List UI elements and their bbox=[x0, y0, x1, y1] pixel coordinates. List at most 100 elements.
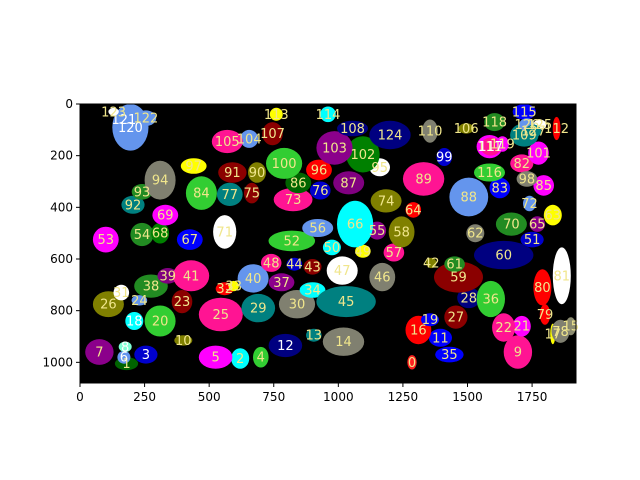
segment-label-59: 59 bbox=[450, 271, 467, 286]
segment-label-35: 35 bbox=[441, 348, 458, 363]
segment-label-46: 46 bbox=[374, 271, 391, 286]
segment-label-17: 17 bbox=[545, 327, 562, 342]
segment-20 bbox=[144, 305, 176, 337]
segment-label-10: 10 bbox=[175, 334, 192, 349]
segment-label-88: 88 bbox=[461, 191, 478, 206]
segment-61 bbox=[444, 256, 465, 273]
segment-label-76: 76 bbox=[312, 184, 329, 199]
segment-label-38: 38 bbox=[143, 280, 160, 295]
segment-label-103: 103 bbox=[322, 141, 347, 156]
segment-11 bbox=[428, 328, 452, 347]
segment-label-109: 109 bbox=[512, 129, 537, 144]
segment-label-61: 61 bbox=[446, 258, 463, 273]
segment-label-92: 92 bbox=[125, 198, 142, 213]
segment-85 bbox=[533, 175, 554, 196]
segment-label-6: 6 bbox=[120, 351, 128, 366]
y-axis: 0 200 400 600 800 1000 bbox=[42, 97, 80, 369]
segment-108 bbox=[337, 120, 368, 137]
segment-label-19: 19 bbox=[422, 313, 439, 328]
segment-label-8: 8 bbox=[121, 340, 129, 355]
segment-label-63: 63 bbox=[545, 209, 562, 224]
segment-label-101: 101 bbox=[526, 147, 551, 162]
segment-82 bbox=[510, 154, 534, 173]
segment-72 bbox=[523, 195, 536, 212]
segment-label-62: 62 bbox=[467, 227, 484, 242]
segment-44 bbox=[286, 257, 303, 271]
segment-75 bbox=[244, 182, 260, 204]
segment-label-44: 44 bbox=[286, 258, 303, 273]
segment-label-51: 51 bbox=[524, 233, 541, 248]
segment-78 bbox=[551, 319, 570, 343]
segment-label-53: 53 bbox=[98, 233, 115, 248]
segment-97 bbox=[180, 158, 207, 174]
segment-label-11: 11 bbox=[432, 331, 449, 346]
segment-77 bbox=[216, 182, 243, 206]
segment-10 bbox=[174, 335, 193, 346]
segment-59 bbox=[434, 261, 483, 293]
segment-label-75: 75 bbox=[244, 187, 261, 202]
y-tick-label: 800 bbox=[50, 304, 73, 318]
segment-label-96: 96 bbox=[311, 163, 328, 178]
segment-73 bbox=[273, 188, 313, 212]
segment-42 bbox=[426, 257, 437, 269]
segment-label-0: 0 bbox=[408, 356, 416, 371]
segment-23 bbox=[171, 290, 193, 314]
segment-label-86: 86 bbox=[290, 176, 307, 191]
segment-76 bbox=[310, 181, 331, 200]
segment-60 bbox=[474, 240, 534, 270]
segment-28 bbox=[457, 287, 481, 309]
segment-127 bbox=[525, 124, 542, 138]
axes-frame bbox=[79, 103, 577, 384]
x-tick-label: 0 bbox=[76, 390, 84, 404]
segment-label-23: 23 bbox=[174, 295, 191, 310]
segment-18 bbox=[125, 312, 144, 330]
segment-103 bbox=[316, 131, 353, 165]
segment-52 bbox=[268, 230, 316, 252]
segment-86 bbox=[285, 172, 312, 194]
segment-label-25: 25 bbox=[213, 308, 230, 323]
segment-19 bbox=[421, 313, 439, 327]
segment-label-18: 18 bbox=[126, 315, 143, 330]
segment-label-114: 114 bbox=[316, 108, 341, 123]
segment-69 bbox=[152, 204, 179, 226]
segment-label-4: 4 bbox=[257, 351, 265, 366]
segment-117 bbox=[480, 137, 502, 156]
segment-label-14: 14 bbox=[335, 335, 352, 350]
segment-label-126: 126 bbox=[514, 118, 539, 133]
y-tick-label: 400 bbox=[50, 200, 73, 214]
segment-label-34: 34 bbox=[304, 284, 321, 299]
x-tick-label: 1500 bbox=[452, 390, 483, 404]
x-tick-label: 750 bbox=[262, 390, 285, 404]
segment-118 bbox=[484, 113, 505, 132]
segment-63 bbox=[543, 204, 562, 226]
segment-102 bbox=[346, 136, 380, 173]
segment-47 bbox=[326, 256, 358, 285]
segment-label-2: 2 bbox=[236, 352, 244, 367]
segment-label-97: 97 bbox=[185, 160, 202, 175]
segment-label-36: 36 bbox=[483, 293, 500, 308]
segment-6 bbox=[117, 350, 131, 364]
segment-label-127: 127 bbox=[521, 125, 546, 140]
segment-label-24: 24 bbox=[131, 294, 148, 309]
segment-12 bbox=[268, 333, 303, 358]
segment-92 bbox=[121, 195, 145, 214]
segment-79 bbox=[539, 304, 551, 325]
segment-29 bbox=[241, 293, 276, 323]
segment-39 bbox=[157, 268, 179, 284]
segment-label-49: 49 bbox=[355, 245, 372, 260]
segment-label-58: 58 bbox=[393, 225, 410, 240]
segment-label-104: 104 bbox=[237, 132, 262, 147]
segment-94 bbox=[144, 160, 176, 200]
segment-label-31: 31 bbox=[113, 286, 130, 301]
segment-46 bbox=[369, 262, 396, 292]
segment-label-107: 107 bbox=[260, 127, 285, 142]
segment-label-20: 20 bbox=[152, 315, 169, 330]
segment-label-40: 40 bbox=[245, 272, 262, 287]
segment-5 bbox=[198, 345, 233, 369]
segment-label-9: 9 bbox=[514, 346, 522, 361]
segment-0 bbox=[407, 355, 417, 370]
segment-label-48: 48 bbox=[263, 256, 280, 271]
segment-label-115: 115 bbox=[512, 105, 537, 120]
segment-label-116: 116 bbox=[477, 166, 502, 181]
